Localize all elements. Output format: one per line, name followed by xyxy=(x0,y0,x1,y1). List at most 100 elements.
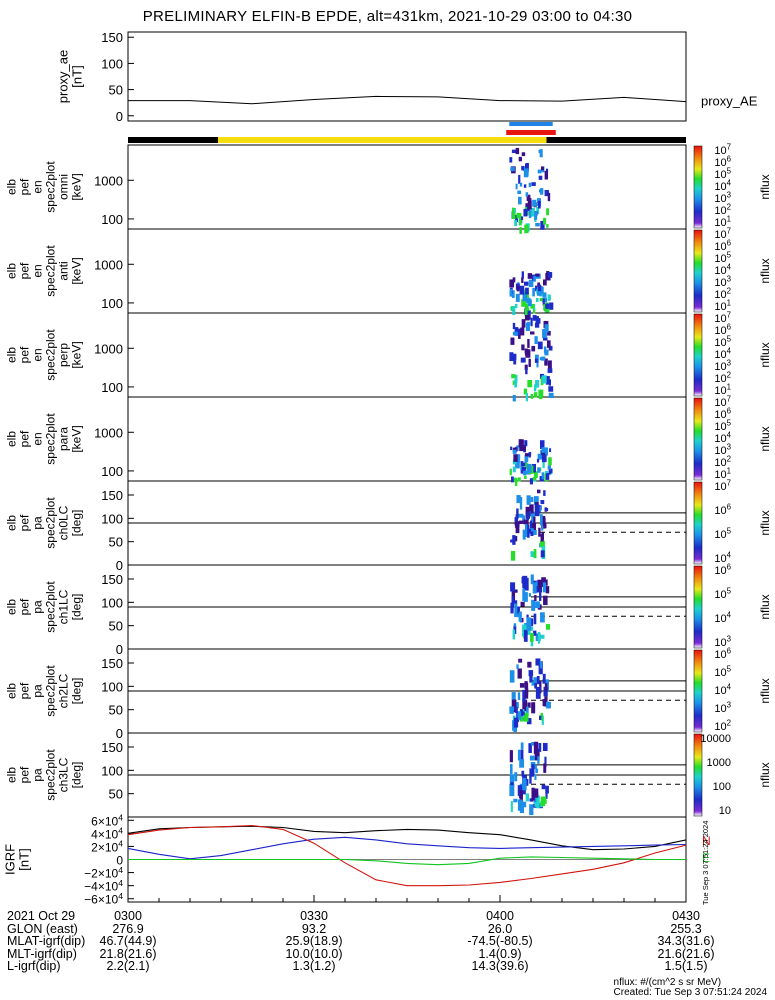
pa_spec2plot_ch0LC-pixel xyxy=(533,549,537,559)
pa_spec2plot_ch1LC-pixel xyxy=(533,613,537,625)
en_spec2plot_para-pixel xyxy=(525,470,529,474)
en_spec2plot_perp-pixel xyxy=(548,392,554,399)
pa_spec2plot_ch0LC-pixel xyxy=(541,515,546,525)
en_spec2plot_omni-pixel xyxy=(511,207,515,213)
time-axis-glon: 93.2 xyxy=(301,921,327,936)
pa_spec2plot_ch2LC-pixel xyxy=(511,699,517,713)
en_spec2plot_perp-pixel xyxy=(527,339,530,348)
pa_spec2plot_ch0LC-colorbar-tick: 104 xyxy=(714,551,731,565)
pa_spec2plot_ch3LC-pixel xyxy=(534,774,537,780)
en_spec2plot_omni-pixel xyxy=(511,149,517,154)
pa_spec2plot_ch2LC-ylabel-line: pa xyxy=(31,684,45,698)
en_spec2plot_para-tick-label: 1000 xyxy=(94,425,123,440)
pa_spec2plot_ch1LC-ylabel-line: spec2plot xyxy=(44,581,58,633)
pa_spec2plot_ch0LC-pixel xyxy=(540,500,545,505)
pa_spec2plot_ch2LC-pixel xyxy=(515,702,519,709)
pa_spec2plot_ch0LC-colorbar-tick: 107 xyxy=(714,479,731,493)
pa_spec2plot_ch3LC-pixel xyxy=(545,785,549,794)
pa_spec2plot_ch1LC-pixel xyxy=(522,575,528,589)
en_spec2plot_omni-pixel xyxy=(543,217,547,225)
en_spec2plot_perp-colorbar-tick: 101 xyxy=(714,383,731,397)
pa_spec2plot_ch0LC-pixel xyxy=(531,511,535,524)
pa_spec2plot_ch2LC-ylabel-line: ch2LC xyxy=(57,673,71,708)
pa_spec2plot_ch1LC-ylabel-line: pa xyxy=(31,600,45,614)
en_spec2plot_omni-ylabel-line: pef xyxy=(18,178,32,195)
pa_spec2plot_ch2LC-pixel xyxy=(524,712,529,722)
time-axis-time: 0400 xyxy=(486,909,514,923)
pa_spec2plot_ch2LC-pixel xyxy=(522,699,528,712)
pa_spec2plot_ch1LC-pixel xyxy=(514,613,519,618)
en_spec2plot_perp-pixel xyxy=(513,359,517,365)
proxy-ae-tick-label: 50 xyxy=(109,83,123,98)
en_spec2plot_para-pixel xyxy=(548,466,551,475)
time-axis-mlt: 1.4(0.9) xyxy=(478,946,522,961)
pa_spec2plot_ch2LC-pixel xyxy=(527,661,532,668)
en_spec2plot_omni-pixel xyxy=(509,157,513,163)
pa_spec2plot_ch3LC-pixel xyxy=(533,788,539,798)
pa_spec2plot_ch3LC-pixel xyxy=(543,763,547,773)
pa_spec2plot_ch2LC-tick-label: 50 xyxy=(109,703,123,718)
pa_spec2plot_ch3LC-colorbar-tick: 10000 xyxy=(700,733,731,745)
en_spec2plot_anti-ylabel-line: anti xyxy=(57,261,71,280)
pa_spec2plot_ch3LC-pixel xyxy=(542,796,547,804)
pa_spec2plot_ch0LC-colorbar-label: nflux xyxy=(758,510,772,535)
en_spec2plot_anti-pixel xyxy=(512,277,516,283)
en_spec2plot_omni-pixel xyxy=(524,168,529,176)
en_spec2plot_perp-pixel xyxy=(530,317,533,327)
en_spec2plot_perp-ylabel-line: pef xyxy=(18,346,32,363)
en_spec2plot_para-pixel xyxy=(528,453,531,458)
en_spec2plot_para-pixel xyxy=(537,453,543,460)
pa_spec2plot_ch0LC-tick-label: 50 xyxy=(109,535,123,550)
en_spec2plot_para-pixel xyxy=(524,475,527,480)
pa_spec2plot_ch0LC-pixel xyxy=(533,516,536,526)
pa_spec2plot_ch2LC-colorbar-tick: 102 xyxy=(714,719,731,733)
en_spec2plot_perp-pixel xyxy=(514,379,518,388)
en_spec2plot_omni-pixel xyxy=(511,213,516,220)
en_spec2plot_para-pixel xyxy=(542,461,545,468)
pa_spec2plot_ch0LC-pixel xyxy=(514,521,520,528)
pa_spec2plot_ch0LC-pixel xyxy=(538,506,542,513)
pa_spec2plot_ch2LC-pixel xyxy=(511,692,516,701)
pa_spec2plot_ch0LC-pixel xyxy=(537,489,541,494)
en_spec2plot_para-pixel xyxy=(524,463,529,469)
pa_spec2plot_ch1LC-pixel xyxy=(520,601,525,607)
en_spec2plot_para-pixel xyxy=(524,440,528,447)
en_spec2plot_omni-pixel xyxy=(519,227,522,234)
en_spec2plot_anti-colorbar-label: nflux xyxy=(758,258,772,283)
en_spec2plot_para-ylabel-line: en xyxy=(31,432,45,445)
pa_spec2plot_ch2LC-pixel xyxy=(526,718,532,725)
pa_spec2plot_ch2LC-pixel xyxy=(517,692,521,701)
en_spec2plot_omni-pixel xyxy=(519,182,523,187)
time-axis-mlat: 34.3(31.6) xyxy=(657,934,715,949)
en_spec2plot_anti-pixel xyxy=(532,308,536,314)
en_spec2plot_omni-ylabel-line: elb xyxy=(5,179,19,195)
igrf-ylabel-line: [nT] xyxy=(17,848,32,870)
pa_spec2plot_ch1LC-tick-label: 0 xyxy=(116,642,123,657)
pa_spec2plot_ch0LC-pixel xyxy=(515,525,520,534)
pa_spec2plot_ch3LC-pixel xyxy=(519,790,523,802)
en_spec2plot_omni-pixel xyxy=(532,199,537,207)
en_spec2plot_anti-colorbar-tick: 107 xyxy=(714,227,731,241)
en_spec2plot_omni-pixel xyxy=(544,170,549,180)
proxy-ae-tick-label: 150 xyxy=(101,30,123,45)
en_spec2plot_anti-pixel xyxy=(543,304,546,311)
en_spec2plot_anti-pixel xyxy=(514,304,518,309)
time-axis-row-label: 2021 Oct 29 xyxy=(7,909,76,923)
en_spec2plot_perp-pixel xyxy=(509,352,514,362)
en_spec2plot_para-pixel xyxy=(532,477,537,481)
en_spec2plot_omni-ylabel-line: en xyxy=(31,180,45,193)
proxy-ae-ylabel-line: proxy_ae xyxy=(56,50,71,103)
en_spec2plot_omni-ylabel-line: omni xyxy=(57,174,71,200)
en_spec2plot_omni-pixel xyxy=(517,190,522,195)
en_spec2plot_anti-pixel xyxy=(545,273,550,281)
pa_spec2plot_ch2LC-pixel xyxy=(533,677,538,685)
en_spec2plot_para-pixel xyxy=(522,470,527,476)
en_spec2plot_omni-pixel xyxy=(547,192,551,202)
pa_spec2plot_ch3LC-pixel xyxy=(510,801,513,812)
time-axis-mlat: 46.7(44.9) xyxy=(99,934,157,949)
en_spec2plot_omni-pixel xyxy=(523,166,526,171)
time-axis-column: 0400 26.0 -74.5(-80.5) 1.4(0.9) 14.3(39.6) xyxy=(445,910,555,973)
en_spec2plot_anti-pixel xyxy=(535,297,539,303)
time-axis-glon: 276.9 xyxy=(112,921,144,936)
en_spec2plot_perp-pixel xyxy=(530,331,535,335)
